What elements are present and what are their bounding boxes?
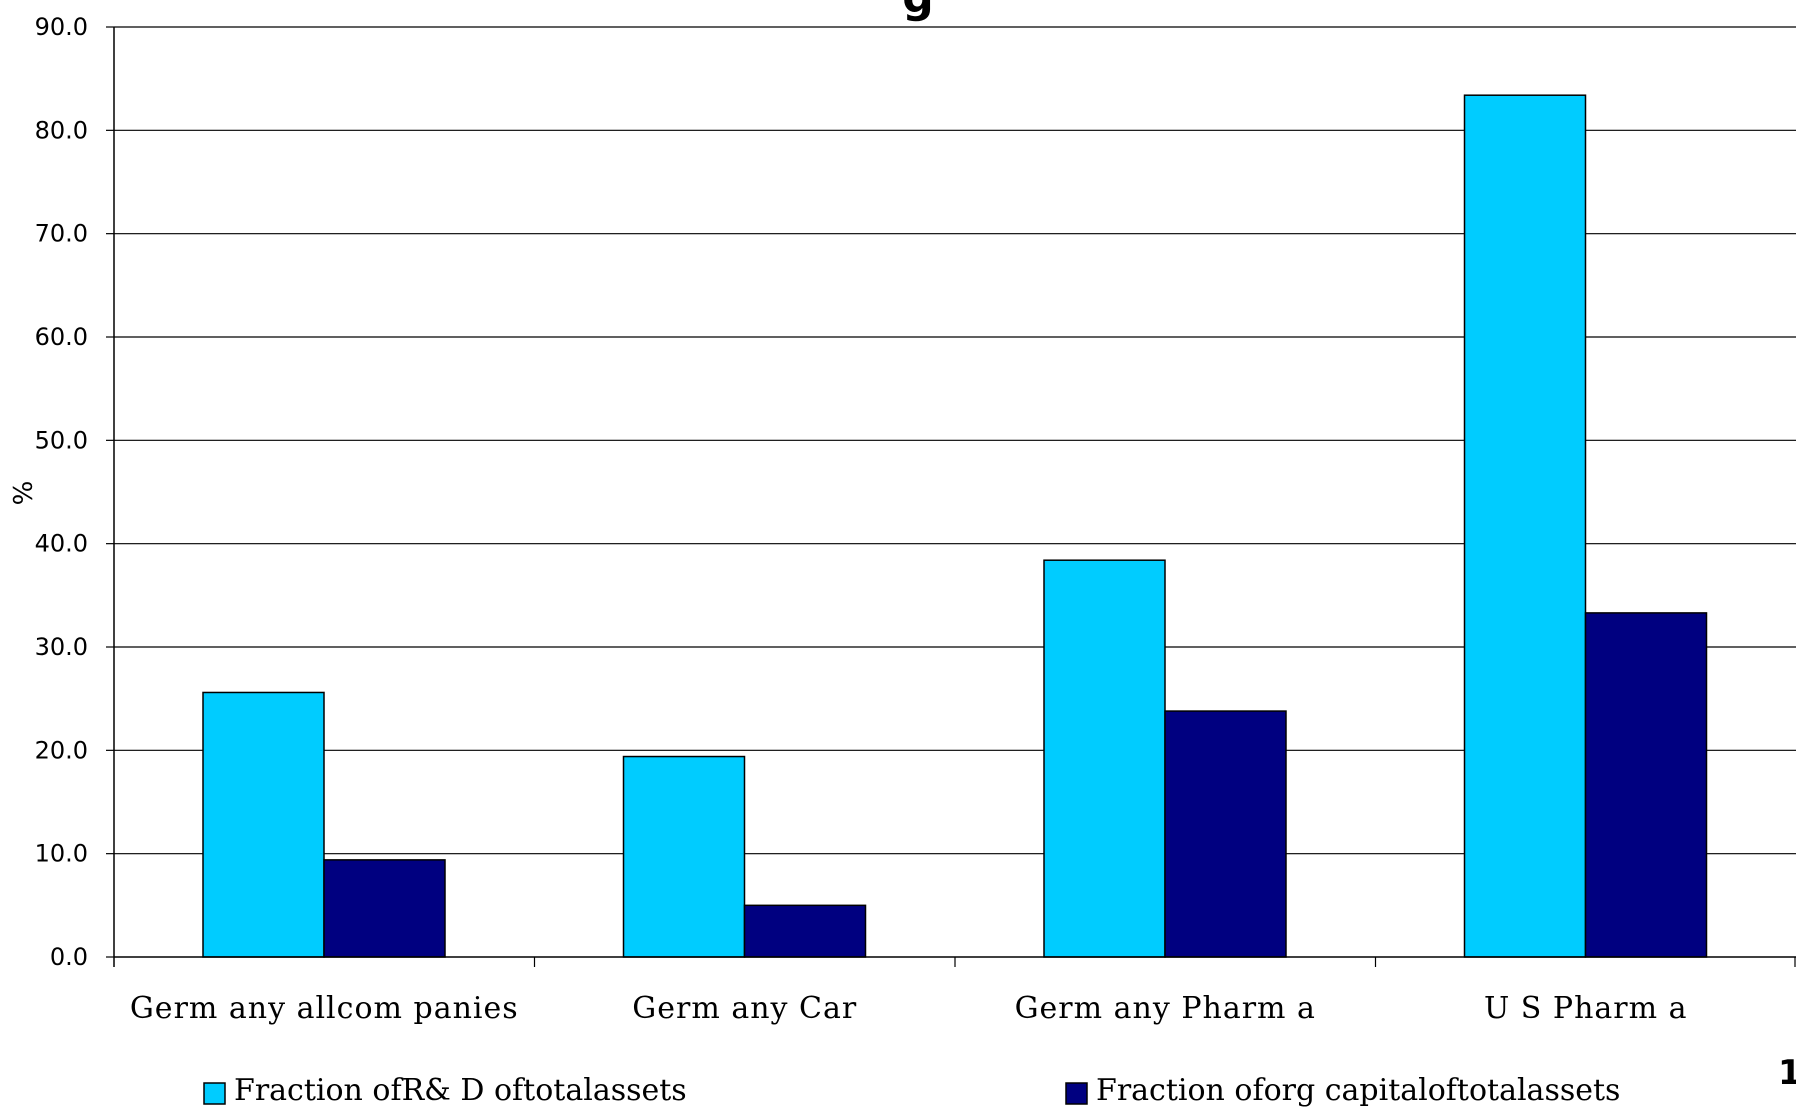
category-label: Germ any Car (632, 991, 857, 1026)
bar-org-capital-fraction (323, 859, 446, 958)
category-labels: Germ any allcom panies Germ any Car Germ a… (130, 991, 1688, 1026)
bars (202, 94, 1708, 958)
y-tick-label: 20.0 (35, 736, 88, 764)
y-tick-label: 60.0 (35, 323, 88, 351)
legend-label: Fraction ofR& D oftotalassets (234, 1073, 687, 1107)
bar-rd-fraction (622, 755, 746, 958)
y-tick-label: 90.0 (35, 13, 88, 41)
y-tick-label: 30.0 (35, 633, 88, 661)
category-label: Germ any allcom panies (130, 991, 519, 1026)
gridlines (114, 26, 1796, 855)
legend-label: Fraction oforg capitaloftotalassets (1096, 1073, 1620, 1107)
legend-swatch (1065, 1082, 1088, 1105)
bar-rd-fraction (202, 691, 325, 958)
slide-number-fragment: 1 (1778, 1053, 1796, 1093)
bar-org-capital-fraction (1584, 612, 1708, 958)
y-tick-label: 80.0 (35, 116, 88, 144)
axes (106, 26, 1796, 967)
chart-title-fragment: g (902, 0, 934, 23)
bar-org-capital-fraction (1164, 710, 1287, 958)
bar-org-capital-fraction (743, 904, 867, 958)
y-tick-label: 70.0 (35, 220, 88, 248)
legend-swatch (203, 1082, 226, 1105)
category-label: U S Pharm a (1484, 991, 1688, 1026)
y-tick-label: 50.0 (35, 426, 88, 454)
y-axis-label: % (9, 481, 39, 506)
y-tick-label: 0.0 (50, 943, 88, 971)
y-tick-labels: 0.0 10.0 20.0 30.0 40.0 50.0 60.0 70.0 80.0 90.0 (35, 13, 88, 971)
bar-rd-fraction (1463, 94, 1587, 958)
legend: Fraction ofR& D oftotalassets Fraction of… (203, 1073, 1620, 1107)
category-label: Germ any Pharm a (1015, 991, 1316, 1026)
y-tick-label: 10.0 (35, 840, 88, 868)
bar-rd-fraction (1043, 559, 1166, 958)
y-tick-label: 40.0 (35, 530, 88, 558)
